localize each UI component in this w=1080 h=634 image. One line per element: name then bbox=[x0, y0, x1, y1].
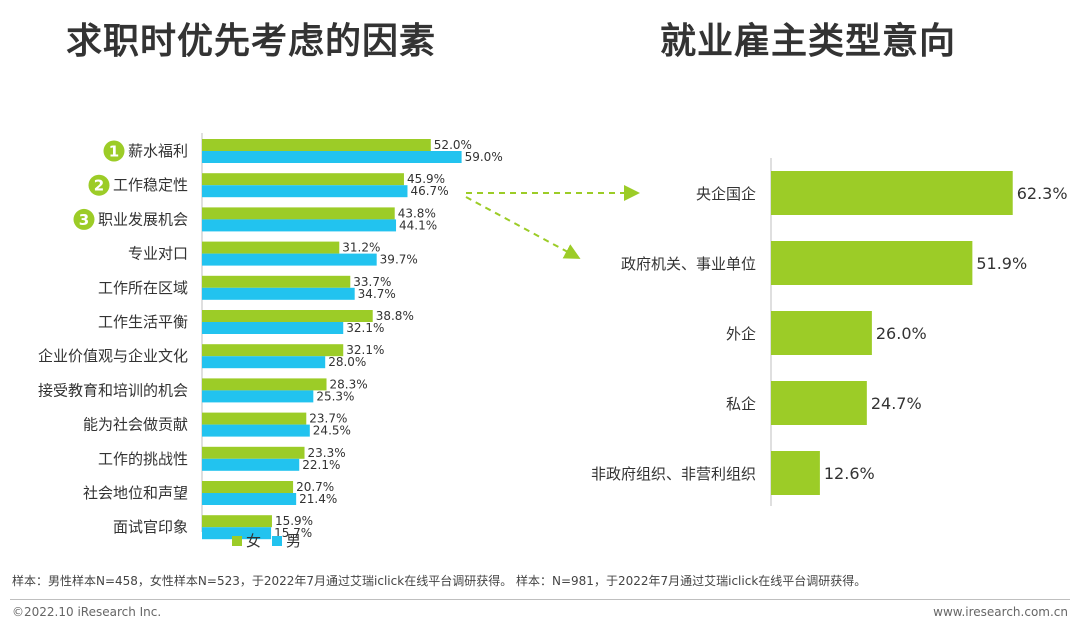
bar-female bbox=[202, 446, 305, 459]
bar bbox=[771, 241, 973, 285]
bar-male bbox=[202, 527, 272, 540]
bar-male bbox=[202, 390, 314, 403]
data-label-male: 39.7% bbox=[380, 253, 418, 267]
legend-swatch-male bbox=[272, 536, 282, 546]
data-label-female: 23.3% bbox=[308, 446, 346, 460]
category-label: 面试官印象 bbox=[113, 518, 188, 536]
bar-female bbox=[202, 378, 327, 391]
category-label: 政府机关、事业单位 bbox=[621, 255, 756, 273]
data-label-male: 22.1% bbox=[302, 458, 340, 472]
sample-note: 样本：男性样本N=458，女性样本N=523，于2022年7月通过艾瑞iclic… bbox=[12, 574, 867, 588]
rank-badge-icon bbox=[88, 174, 110, 196]
category-label: 非政府组织、非营利组织 bbox=[591, 465, 756, 483]
data-label-female: 15.9% bbox=[275, 514, 313, 528]
rank-badge-icon bbox=[103, 140, 125, 162]
data-label-female: 38.8% bbox=[376, 309, 414, 323]
data-label-male: 34.7% bbox=[358, 287, 396, 301]
category-label: 接受教育和培训的机会 bbox=[38, 381, 188, 399]
category-label: 职业发展机会 bbox=[98, 210, 188, 228]
data-label-male: 28.0% bbox=[328, 355, 366, 369]
rank-badge-number: 2 bbox=[94, 177, 104, 195]
bar-female bbox=[202, 139, 431, 151]
bar bbox=[771, 311, 872, 355]
data-label: 24.7% bbox=[871, 394, 922, 413]
data-label-female: 43.8% bbox=[398, 206, 436, 220]
category-label: 薪水福利 bbox=[128, 142, 188, 160]
rank-badge-icon bbox=[73, 208, 95, 230]
bar-female bbox=[202, 173, 404, 186]
rank-badge-number: 1 bbox=[109, 143, 119, 161]
data-label: 26.0% bbox=[876, 324, 927, 343]
website-text: www.iresearch.com.cn bbox=[933, 605, 1068, 619]
data-label-male: 25.3% bbox=[316, 389, 354, 403]
category-label: 外企 bbox=[726, 325, 756, 343]
bar-male bbox=[202, 253, 377, 266]
legend-swatch-female bbox=[232, 536, 242, 546]
bar-male bbox=[202, 185, 408, 198]
data-label: 51.9% bbox=[976, 254, 1027, 273]
bar bbox=[771, 381, 867, 425]
data-label-male: 15.7% bbox=[274, 526, 312, 540]
category-label: 工作所在区域 bbox=[98, 279, 188, 297]
bar-female bbox=[202, 207, 395, 220]
bar-female bbox=[202, 275, 351, 288]
copyright-text: ©2022.10 iResearch Inc. bbox=[12, 605, 162, 619]
data-label-female: 23.7% bbox=[309, 412, 347, 426]
bar-male bbox=[202, 151, 462, 163]
bar-male bbox=[202, 219, 397, 232]
data-label-female: 52.0% bbox=[434, 138, 472, 152]
data-label-male: 44.1% bbox=[399, 218, 437, 232]
bar-male bbox=[202, 356, 326, 369]
category-label: 工作稳定性 bbox=[113, 176, 188, 194]
bar-female bbox=[202, 515, 272, 528]
data-label-female: 20.7% bbox=[296, 480, 334, 494]
rank-badge-number: 3 bbox=[79, 211, 89, 229]
category-label: 工作生活平衡 bbox=[98, 313, 188, 331]
legend-label-male: 男 bbox=[286, 532, 301, 550]
bar-male bbox=[202, 458, 300, 471]
legend-label-female: 女 bbox=[246, 532, 261, 550]
bar bbox=[771, 451, 820, 495]
data-label-male: 21.4% bbox=[299, 492, 337, 506]
bar-male bbox=[202, 287, 355, 300]
data-label-male: 59.0% bbox=[465, 150, 503, 164]
data-label-female: 32.1% bbox=[346, 343, 384, 357]
data-label-female: 45.9% bbox=[407, 172, 445, 186]
data-label-male: 32.1% bbox=[346, 321, 384, 335]
category-label: 私企 bbox=[726, 395, 756, 413]
data-label-male: 46.7% bbox=[410, 184, 448, 198]
bar-female bbox=[202, 241, 340, 254]
footer-divider bbox=[10, 599, 1070, 600]
bar-female bbox=[202, 310, 373, 322]
data-label-female: 31.2% bbox=[342, 241, 380, 255]
bar-female bbox=[202, 412, 307, 425]
data-label-female: 33.7% bbox=[353, 275, 391, 289]
data-label-male: 24.5% bbox=[313, 424, 351, 438]
category-label: 工作的挑战性 bbox=[98, 450, 188, 468]
data-label-female: 28.3% bbox=[330, 377, 368, 391]
data-label: 12.6% bbox=[824, 464, 875, 483]
bar-male bbox=[202, 424, 310, 437]
bar-male bbox=[202, 493, 297, 505]
bar-female bbox=[202, 481, 294, 493]
category-label: 企业价值观与企业文化 bbox=[38, 347, 188, 365]
category-label: 专业对口 bbox=[128, 245, 188, 263]
bar-female bbox=[202, 344, 344, 357]
left-chart-title: 求职时优先考虑的因素 bbox=[66, 21, 437, 62]
category-label: 能为社会做贡献 bbox=[83, 416, 188, 434]
bar-male bbox=[202, 322, 344, 334]
data-label: 62.3% bbox=[1017, 184, 1068, 203]
right-chart-title: 就业雇主类型意向 bbox=[660, 21, 957, 62]
bar bbox=[771, 171, 1013, 215]
category-label: 央企国企 bbox=[696, 185, 756, 203]
category-label: 社会地位和声望 bbox=[83, 484, 188, 502]
